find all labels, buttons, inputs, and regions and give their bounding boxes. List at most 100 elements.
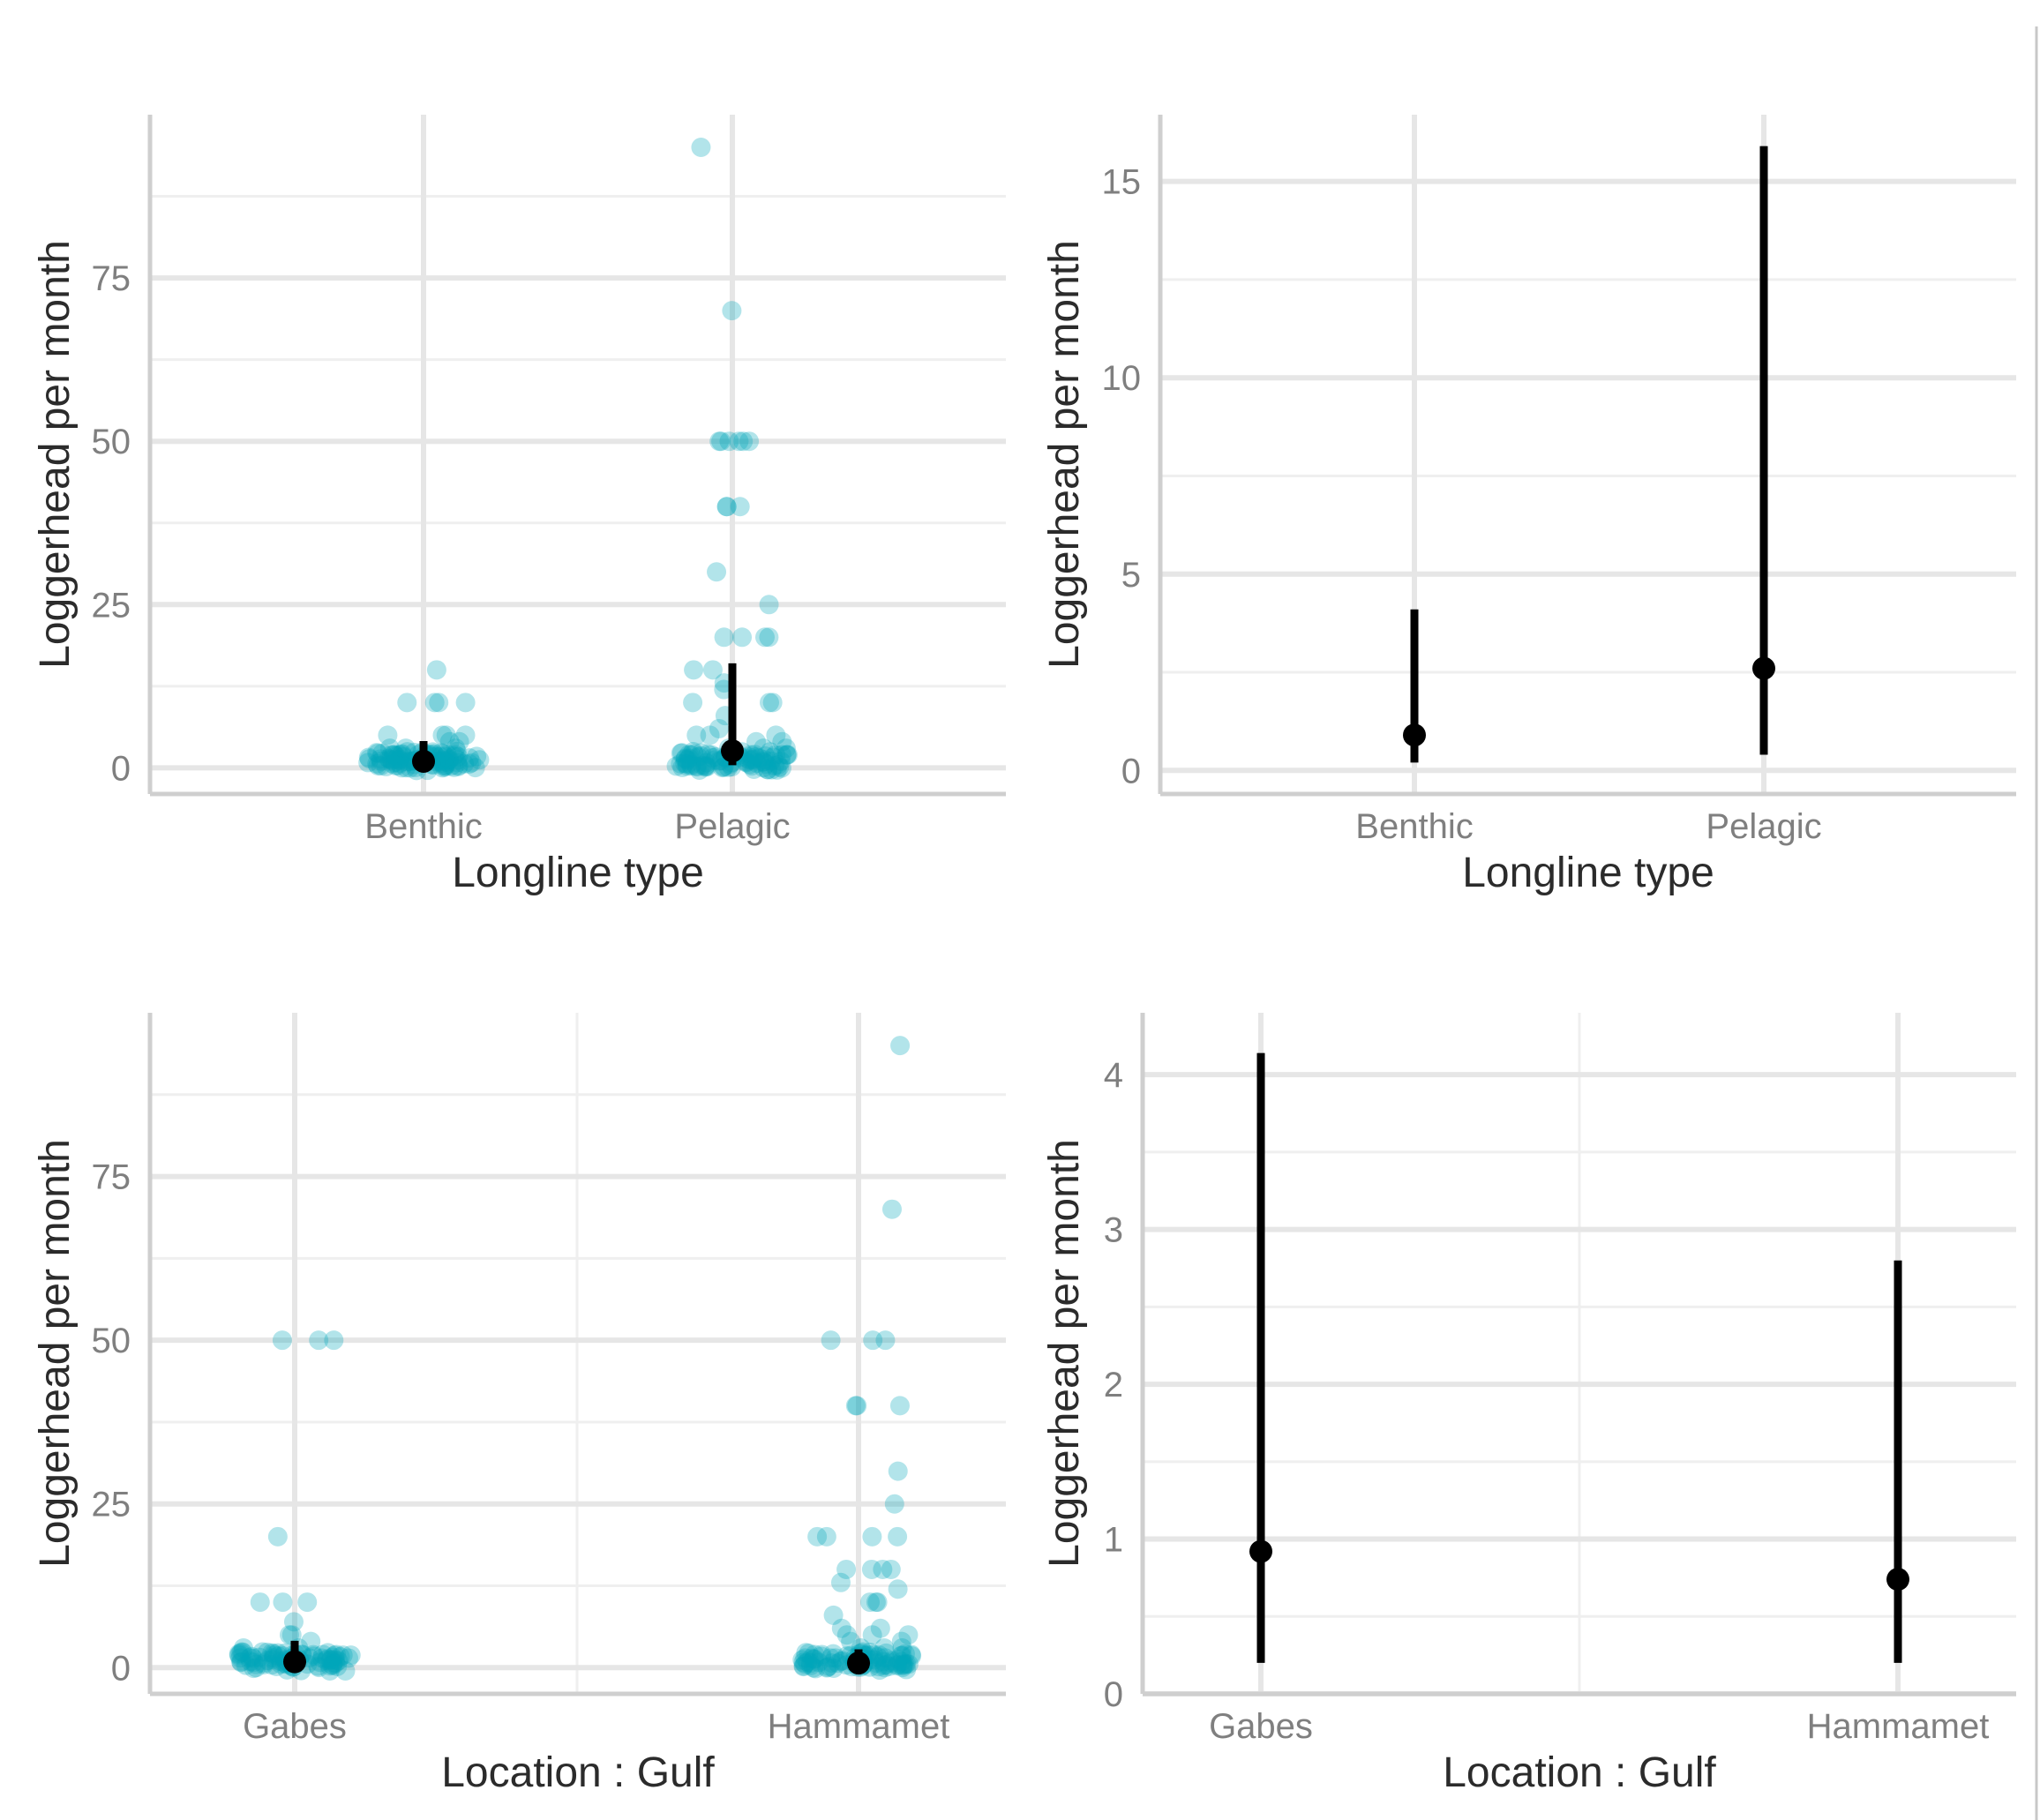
jitter-point [244,1648,264,1668]
mean-point [1249,1539,1272,1563]
x-tick-label: Gabes [243,1707,347,1746]
jitter-point [895,1654,915,1674]
jitter-point [689,760,709,781]
x-tick-label: Benthic [1355,807,1473,846]
jitter-point [397,752,417,772]
jitter-point [467,746,487,767]
jitter-point [448,756,469,776]
jitter-point [746,746,766,767]
jitter-point [320,1650,341,1670]
jitter-point [691,745,711,766]
jitter-point [712,758,732,778]
jitter-point [898,1654,919,1674]
jitter-point [254,1654,274,1674]
jitter-point [257,1642,277,1662]
jitter-point [863,1330,883,1351]
jitter-point [434,755,454,775]
jitter-point [881,1199,902,1219]
jitter-point [439,731,460,752]
jitter-point [869,1660,889,1681]
jitter-point [328,1651,349,1671]
jitter-point [323,1653,343,1674]
jitter-point [359,749,379,769]
jitter-point [684,744,704,764]
jitter-point [368,743,388,763]
y-tick-label: 2 [1104,1366,1123,1404]
jitter-point [675,749,695,769]
x-tick-label: Gabes [1209,1707,1313,1746]
jitter-point [888,1461,908,1481]
jitter-point [322,1655,342,1675]
jitter-point [876,1643,896,1663]
jitter-point [335,1661,356,1681]
x-tick-label: Hammamet [768,1707,950,1746]
jitter-point [800,1653,821,1674]
jitter-point [681,756,701,776]
jitter-point [367,743,387,763]
jitter-point [446,741,467,761]
jitter-point [799,1643,819,1663]
jitter-point [796,1643,816,1663]
jitter-point [323,1655,343,1675]
jitter-point [246,1658,266,1678]
jitter-point [887,1654,907,1674]
jitter-point [671,743,691,763]
jitter-point [836,1625,857,1645]
jitter-point [891,1645,911,1666]
jitter-point [431,751,451,771]
y-tick-label: 0 [1104,1675,1123,1714]
jitter-point [890,1036,911,1056]
jitter-point [705,750,725,770]
mean-point [1886,1568,1909,1592]
jitter-point [394,746,414,767]
jitter-point [389,749,409,769]
jitter-point [776,738,796,759]
jitter-point [392,758,412,778]
jitter-point [431,743,451,763]
jitter-point [465,758,485,778]
jitter-point [768,754,788,775]
jitter-point [770,751,791,771]
jitter-point [675,753,695,774]
jitter-point [392,745,412,765]
jitter-point [309,1658,329,1678]
jitter-point [389,750,409,770]
jitter-point [671,753,691,774]
jitter-point [759,595,779,615]
jitter-point [322,1647,342,1667]
mean-point [721,739,744,763]
jitter-point [817,1657,837,1677]
jitter-point [330,1646,350,1666]
jitter-point [879,1656,899,1676]
jitter-point [740,745,761,765]
jitter-point [874,1655,895,1675]
jitter-point [739,431,760,452]
jitter-point [447,750,468,770]
panel-c: 0 25 50 75 Gabes Hammamet Location : Gulf Logge… [32,1013,1006,1796]
jitter-point [433,744,454,764]
jitter-point [686,756,707,776]
jitter-point [749,748,769,768]
jitter-point [745,745,765,765]
jitter-point [376,756,396,776]
jitter-point [901,1644,921,1665]
jitter-point [679,745,699,765]
jitter-point [431,753,452,773]
jitter-point [817,1658,837,1678]
jitter-point [741,756,761,776]
jitter-point [358,747,379,768]
jitter-point [830,1651,851,1672]
jitter-point [895,1644,915,1664]
jitter-point [823,1644,844,1664]
jitter-point [868,1647,889,1667]
jitter-point [378,725,398,745]
jitter-point [675,748,695,768]
jitter-point [324,1330,344,1351]
jitter-point [426,660,446,680]
jitter-point [695,755,716,775]
panel-d: 0 1 2 3 4 Gabes Hammamet Location : Gulf Loggerh… [1041,1013,2016,1796]
jitter-point [304,1646,324,1666]
jitter-point [821,1330,841,1351]
jitter-point [807,1526,828,1547]
jitter-point [683,742,703,762]
